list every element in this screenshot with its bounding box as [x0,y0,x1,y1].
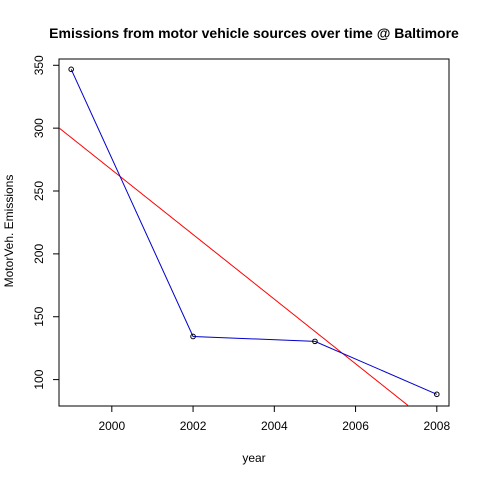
data-point [190,333,196,340]
y-tick-label: 300 [32,118,46,138]
plot-area: 2000 2002 2004 2006 2008 100 150 200 250 300 350 [32,55,450,433]
y-tick-label: 350 [32,55,46,75]
x-tick-label: 2002 [180,419,207,433]
series-line [70,69,438,395]
y-tick-label: 250 [32,181,46,201]
data-point [68,66,74,73]
x-tick-label: 2006 [342,419,369,433]
y-tick-label: 200 [32,244,46,264]
y-tick-label: 100 [32,369,46,389]
trend-line [59,127,410,406]
x-tick-label: 2008 [423,419,450,433]
y-tick-label: 150 [32,306,46,326]
chart-title: Emissions from motor vehicle sources ove… [49,25,459,41]
x-tick-label: 2004 [261,419,288,433]
data-point [434,391,440,398]
plot-frame [58,58,450,407]
data-point [312,338,318,345]
x-axis-label: year [242,451,265,465]
x-tick-label: 2000 [98,419,125,433]
y-axis-label: MotorVeh. Emissions [2,175,16,288]
